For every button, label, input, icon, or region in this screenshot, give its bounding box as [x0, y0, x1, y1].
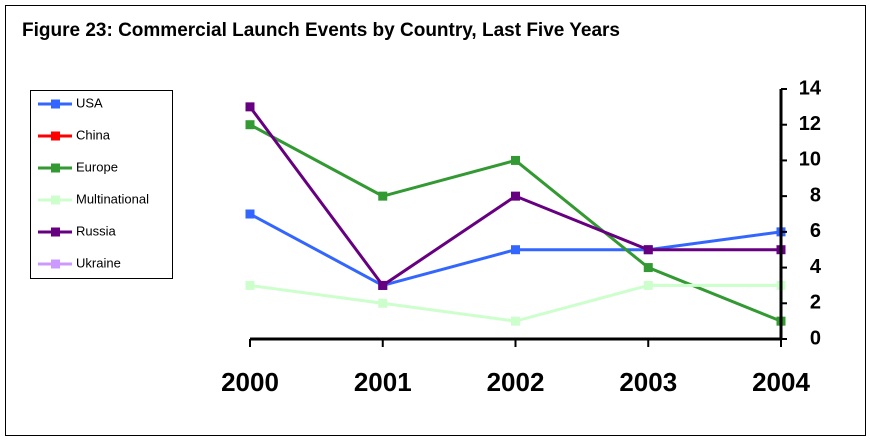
chart-title: Figure 23: Commercial Launch Events by C… — [22, 20, 620, 41]
y-tick-label: 12 — [799, 113, 821, 135]
legend-label: Europe — [76, 159, 118, 174]
legend-label: Russia — [76, 223, 117, 238]
y-tick-label: 10 — [799, 149, 821, 171]
data-point — [378, 280, 388, 290]
data-point — [245, 120, 255, 130]
legend-label: USA — [76, 95, 103, 110]
legend-marker — [51, 163, 60, 173]
data-point — [378, 191, 388, 201]
data-point — [511, 155, 520, 165]
data-point — [378, 298, 388, 308]
data-point — [511, 191, 520, 201]
legend-box — [30, 90, 173, 279]
y-tick-label: 6 — [810, 220, 821, 242]
x-tick-label: 2003 — [619, 367, 677, 397]
x-tick-label: 2001 — [354, 367, 412, 397]
legend-marker — [51, 227, 60, 237]
y-tick-label: 4 — [810, 256, 822, 278]
x-tick-label: 2004 — [752, 367, 810, 397]
legend-label: Ukraine — [76, 255, 121, 270]
legend-marker — [51, 195, 60, 205]
data-point — [643, 280, 653, 290]
legend-marker — [51, 259, 60, 269]
legend-marker — [51, 99, 60, 109]
data-point — [245, 280, 255, 290]
data-point — [245, 209, 255, 219]
y-tick-label: 8 — [810, 184, 821, 206]
data-point — [511, 245, 520, 255]
x-tick-label: 2000 — [221, 367, 279, 397]
x-tick-label: 2002 — [487, 367, 545, 397]
data-point — [643, 245, 653, 255]
data-point — [245, 102, 255, 112]
data-point — [643, 263, 653, 273]
y-tick-label: 0 — [810, 327, 821, 349]
legend-label: China — [76, 127, 111, 142]
y-tick-label: 2 — [810, 292, 821, 314]
legend-marker — [51, 131, 60, 141]
data-point — [511, 316, 520, 326]
legend-label: Multinational — [76, 191, 149, 206]
y-tick-label: 14 — [799, 77, 822, 99]
